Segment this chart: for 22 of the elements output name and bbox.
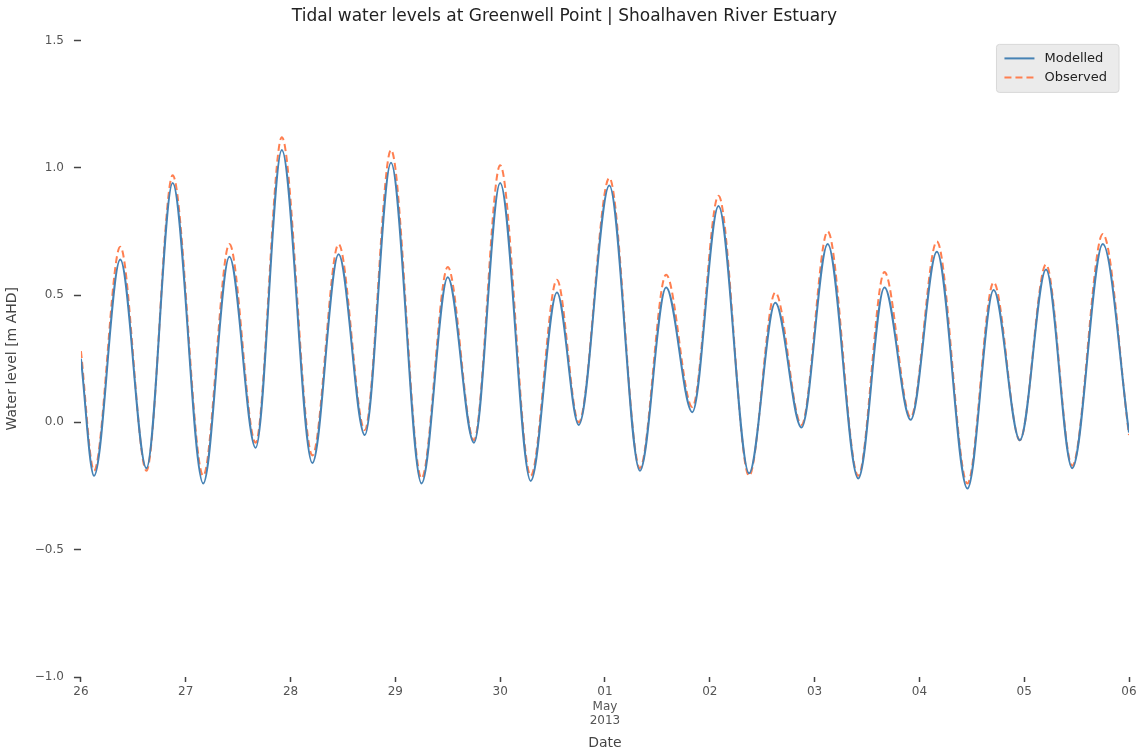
y-tick-label: 0.5 [44,287,64,302]
y-tick-label: −0.5 [34,541,64,556]
x-axis-title: Date [588,734,622,751]
x-tick-label: 03 [806,684,823,699]
y-axis-title: Water level [m AHD] [3,286,20,431]
x-tick-label: 26 [73,684,89,699]
y-tick-label: 1.0 [44,159,64,174]
x-tick-label: 30 [492,684,508,699]
y-tick-label: 1.5 [44,32,64,47]
y-tick-label: 0.0 [44,414,64,429]
x-tick-label: 28 [282,684,299,699]
x-tick-label: 06 [1121,684,1137,699]
x-tick-label: 27 [178,684,194,699]
legend-label: Modelled [1044,49,1104,65]
y-tick-label: −1.0 [34,669,64,684]
legend-label: Observed [1044,68,1107,84]
chart-title: Tidal water levels at Greenwell Point | Shoalhaven River Estuary [290,4,838,25]
x-tick-label: 02 [702,684,718,699]
x-tick-label: 01 May 2013 [589,684,621,728]
x-tick-label: 04 [911,684,928,699]
x-tick-label: 29 [387,684,403,699]
x-tick-label: 05 [1016,684,1032,699]
